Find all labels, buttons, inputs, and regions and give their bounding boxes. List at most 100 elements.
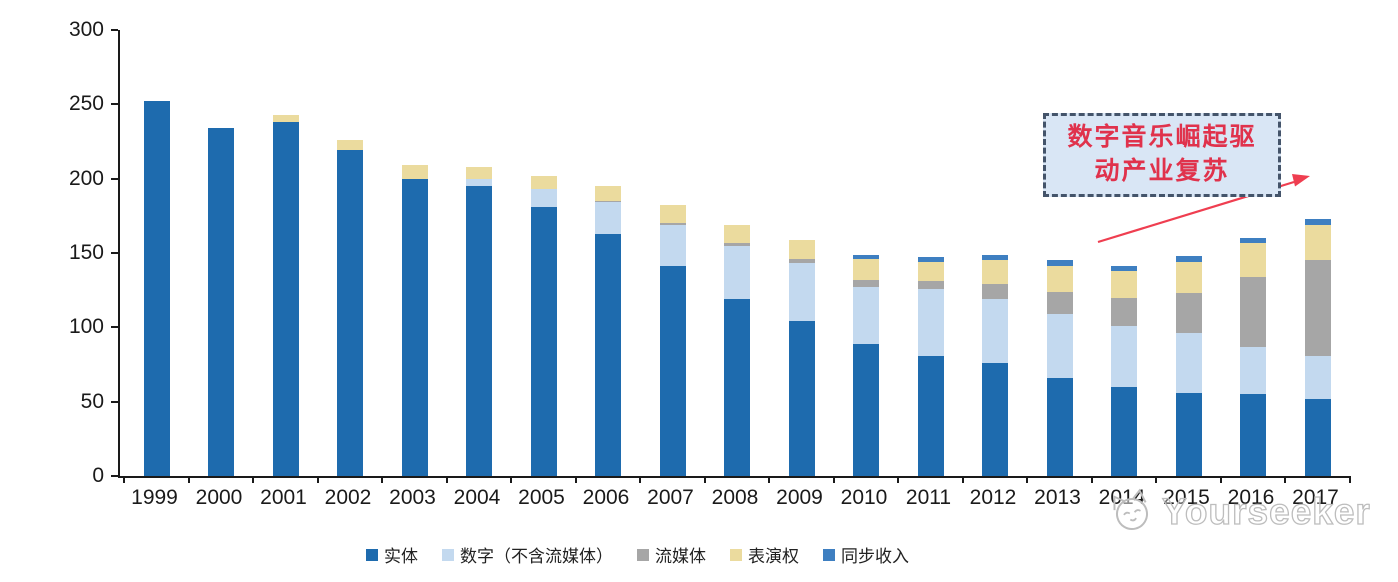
- x-axis-label-2008: 2008: [711, 486, 759, 509]
- legend-item-streaming: 流媒体: [637, 542, 706, 567]
- annotation-text-line1: 数字音乐崛起驱: [1067, 123, 1257, 152]
- x-axis-label-2017: 2017: [1292, 486, 1339, 509]
- x-axis-label-2005: 2005: [518, 486, 565, 509]
- bar-segment-streaming-2016: [1240, 276, 1266, 347]
- x-axis-tick: [961, 476, 964, 483]
- bar-segment-performance-rights-2017: [1304, 224, 1331, 261]
- bar-segment-sync-revenue-2010: [853, 254, 879, 259]
- x-axis-tick: [187, 476, 190, 483]
- bar-segment-performance-rights-2006: [595, 186, 621, 201]
- legend: 实体 数字（不含流媒体） 流媒体 表演权 同步收入: [366, 542, 909, 567]
- legend-swatch-sync-revenue: [823, 548, 835, 561]
- bar-segment-streaming-2011: [917, 281, 944, 289]
- bar-segment-physical-2011: [917, 355, 944, 476]
- bar-segment-digital-ex-streaming-2015: [1175, 333, 1202, 393]
- x-axis-label-2013: 2013: [1034, 486, 1081, 509]
- x-axis-tick: [639, 476, 642, 483]
- x-axis-tick: [252, 476, 255, 483]
- bar-segment-digital-ex-streaming-2005: [530, 189, 557, 207]
- bar-segment-sync-revenue-2015: [1175, 255, 1202, 262]
- y-axis-tick: [111, 400, 118, 403]
- bar-segment-physical-2004: [466, 186, 492, 476]
- bar-segment-sync-revenue-2017: [1304, 218, 1331, 225]
- bar-segment-physical-2012: [982, 363, 1008, 476]
- y-axis-label-100: 100: [68, 315, 104, 339]
- x-axis-tick: [1155, 476, 1158, 483]
- bar-segment-digital-ex-streaming-2008: [724, 245, 750, 300]
- x-axis-tick: [768, 476, 771, 483]
- bar-segment-physical-2005: [530, 206, 557, 476]
- bar-segment-performance-rights-2015: [1175, 261, 1202, 294]
- bar-segment-streaming-2013: [1046, 291, 1073, 314]
- bar-segment-digital-ex-streaming-2017: [1304, 355, 1331, 399]
- bar-segment-physical-2010: [853, 343, 879, 476]
- legend-label-digital-ex-streaming: 数字（不含流媒体）: [460, 547, 613, 566]
- legend-item-physical: 实体: [366, 542, 418, 567]
- legend-label-sync-revenue: 同步收入: [841, 547, 909, 566]
- bar-segment-performance-rights-2012: [982, 260, 1008, 285]
- y-axis-label-50: 50: [80, 389, 104, 413]
- bar-segment-physical-2008: [724, 299, 750, 476]
- x-axis-tick: [381, 476, 384, 483]
- bar-segment-physical-2014: [1111, 386, 1137, 476]
- bar-segment-physical-2003: [401, 178, 428, 476]
- x-axis-label-2011: 2011: [905, 486, 952, 509]
- bar-segment-digital-ex-streaming-2004: [466, 178, 492, 187]
- y-axis-label-300: 300: [68, 18, 104, 41]
- x-axis-label-2000: 2000: [195, 486, 243, 509]
- bar-segment-physical-2013: [1046, 377, 1073, 476]
- bar-segment-performance-rights-2014: [1111, 270, 1137, 298]
- bar-segment-performance-rights-2008: [724, 224, 750, 243]
- bar-segment-digital-ex-streaming-2007: [659, 224, 686, 267]
- y-axis-tick: [111, 252, 118, 254]
- x-axis-label-2001: 2001: [260, 486, 307, 509]
- bar-segment-performance-rights-2013: [1046, 266, 1073, 292]
- x-axis-tick: [445, 476, 448, 483]
- watermark-text: Yourseeker: [1161, 490, 1371, 532]
- bar-segment-streaming-2017: [1304, 260, 1331, 356]
- bar-segment-performance-rights-2005: [530, 175, 557, 190]
- bar-segment-streaming-2010: [853, 279, 879, 288]
- watermark: Yourseeker: [1106, 488, 1371, 536]
- legend-label-streaming: 流媒体: [655, 547, 706, 566]
- bar-segment-sync-revenue-2014: [1111, 266, 1137, 271]
- bar-segment-digital-ex-streaming-2014: [1111, 325, 1137, 387]
- x-axis-tick: [832, 476, 835, 483]
- x-axis-tick: [123, 476, 126, 483]
- bar-segment-performance-rights-2002: [337, 140, 363, 151]
- x-axis-label-2002: 2002: [324, 486, 372, 509]
- bar-segment-sync-revenue-2011: [917, 257, 944, 262]
- bar-segment-sync-revenue-2012: [982, 254, 1008, 261]
- x-axis-label-2007: 2007: [647, 486, 694, 509]
- y-axis-label-0: 0: [92, 464, 104, 487]
- yourseeker-cat-logo-icon: [1113, 488, 1148, 530]
- bar-segment-sync-revenue-2013: [1046, 260, 1073, 267]
- bar-segment-digital-ex-streaming-2011: [917, 288, 944, 356]
- bar-segment-streaming-2012: [982, 284, 1008, 300]
- bar-segment-physical-2009: [788, 321, 815, 476]
- legend-label-physical: 实体: [384, 547, 418, 566]
- bar-segment-digital-ex-streaming-2009: [788, 263, 815, 322]
- bar-segment-streaming-2006: [595, 200, 621, 203]
- x-axis-label-2012: 2012: [969, 486, 1017, 509]
- x-axis-tick: [897, 476, 900, 483]
- x-axis-label-2004: 2004: [453, 486, 501, 509]
- x-axis-tick: [574, 476, 577, 483]
- y-axis-tick: [111, 326, 118, 329]
- bar-segment-performance-rights-2003: [401, 165, 428, 179]
- legend-item-sync-revenue: 同步收入: [823, 542, 909, 567]
- bar-segment-digital-ex-streaming-2016: [1240, 346, 1266, 395]
- x-axis-label-2010: 2010: [840, 486, 888, 509]
- bar-segment-physical-2002: [337, 150, 363, 476]
- bar-segment-streaming-2008: [724, 242, 750, 246]
- bar-segment-streaming-2015: [1175, 293, 1202, 334]
- x-axis-tick: [703, 476, 706, 483]
- y-axis-label-200: 200: [68, 166, 104, 190]
- bar-segment-physical-2017: [1304, 398, 1331, 476]
- legend-label-performance-rights: 表演权: [748, 547, 799, 566]
- x-axis-tick: [1219, 476, 1222, 483]
- y-axis-label-250: 250: [68, 92, 104, 116]
- x-axis-tick: [1284, 476, 1287, 483]
- bar-segment-physical-2006: [595, 233, 621, 476]
